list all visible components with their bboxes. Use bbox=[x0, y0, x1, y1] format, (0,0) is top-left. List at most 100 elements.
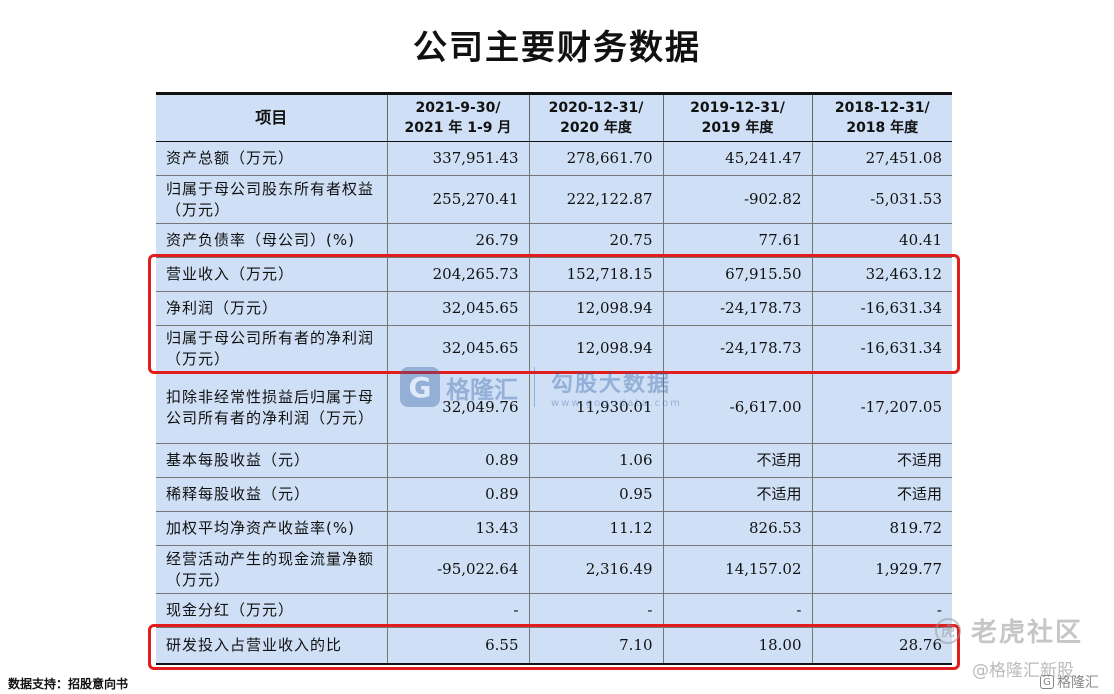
cell-value: 0.89 bbox=[386, 477, 529, 512]
page-title: 公司主要财务数据 bbox=[413, 28, 701, 68]
corner-logo-text: 格隆汇 bbox=[1057, 675, 1099, 691]
cell-value: - bbox=[386, 593, 529, 628]
cell-value: 不适用 bbox=[662, 477, 812, 512]
cell-value: -17,207.05 bbox=[811, 371, 952, 444]
cell-value: 不适用 bbox=[662, 443, 812, 478]
cell-value: 14,157.02 bbox=[662, 545, 812, 594]
cell-value: 0.95 bbox=[528, 477, 663, 512]
cell-value: -24,178.73 bbox=[662, 325, 812, 372]
cell-value: 32,049.76 bbox=[386, 371, 529, 444]
cell-value: 204,265.73 bbox=[386, 257, 529, 292]
cell-value: 28.76 bbox=[811, 627, 952, 665]
cell-value: 0.89 bbox=[386, 443, 529, 478]
cell-value: 11,930.01 bbox=[528, 371, 663, 444]
table-row: 研发投入占营业收入的比 6.55 7.10 18.00 28.76 bbox=[156, 627, 952, 665]
row-label: 资产负债率（母公司）(%) bbox=[156, 223, 387, 258]
watermark-brand: 格隆汇 bbox=[446, 375, 518, 404]
cell-value: 1,929.77 bbox=[811, 545, 952, 594]
cell-value: 40.41 bbox=[811, 223, 952, 258]
table-row: 净利润（万元） 32,045.65 12,098.94 -24,178.73 -… bbox=[156, 291, 952, 326]
header-item: 项目 bbox=[156, 92, 387, 142]
table-row: 稀释每股收益（元） 0.89 0.95 不适用 不适用 bbox=[156, 477, 952, 512]
cell-value: -16,631.34 bbox=[811, 291, 952, 326]
community-watermark: 虎 老虎社区 bbox=[935, 612, 1083, 649]
cell-value: -902.82 bbox=[662, 175, 812, 224]
author-handle: @格隆汇新股 bbox=[972, 661, 1074, 681]
cell-value: 7.10 bbox=[528, 627, 663, 665]
corner-logo-icon: G bbox=[1040, 675, 1054, 689]
row-label: 稀释每股收益（元） bbox=[156, 477, 387, 512]
table-header-row: 项目 2021-9-30/2021 年 1-9 月 2020-12-31/202… bbox=[156, 92, 952, 142]
corner-logo: G 格隆汇 bbox=[1040, 672, 1099, 692]
cell-value: 32,045.65 bbox=[386, 291, 529, 326]
cell-value: 819.72 bbox=[811, 511, 952, 546]
table-row: 加权平均净资产收益率(%) 13.43 11.12 826.53 819.72 bbox=[156, 511, 952, 546]
row-label: 经营活动产生的现金流量净额（万元） bbox=[156, 545, 387, 594]
financial-data-table: 项目 2021-9-30/2021 年 1-9 月 2020-12-31/202… bbox=[156, 92, 952, 665]
cell-value: 45,241.47 bbox=[662, 141, 812, 176]
row-label: 研发投入占营业收入的比 bbox=[156, 627, 387, 665]
cell-value: -24,178.73 bbox=[662, 291, 812, 326]
cell-value: 2,316.49 bbox=[528, 545, 663, 594]
cell-value: 11.12 bbox=[528, 511, 663, 546]
table-row: 资产总额（万元） 337,951.43 278,661.70 45,241.47… bbox=[156, 141, 952, 176]
header-2019: 2019-12-31/2019 年度 bbox=[662, 92, 812, 142]
watermark-slogan: 勾股大数据 bbox=[551, 371, 672, 397]
watermark-url: www.gogudata.com bbox=[551, 397, 683, 409]
cell-value: 255,270.41 bbox=[386, 175, 529, 224]
cell-value: 1.06 bbox=[528, 443, 663, 478]
financial-data-table-container: 项目 2021-9-30/2021 年 1-9 月 2020-12-31/202… bbox=[156, 92, 952, 665]
header-2021-q3: 2021-9-30/2021 年 1-9 月 bbox=[386, 92, 529, 142]
cell-value: - bbox=[662, 593, 812, 628]
watermark-logo-icon: G bbox=[400, 367, 440, 407]
cell-value: 152,718.15 bbox=[528, 257, 663, 292]
cell-value: 67,915.50 bbox=[662, 257, 812, 292]
cell-value: 12,098.94 bbox=[528, 291, 663, 326]
row-label: 净利润（万元） bbox=[156, 291, 387, 326]
header-2020: 2020-12-31/2020 年度 bbox=[528, 92, 663, 142]
watermark-divider bbox=[534, 367, 535, 407]
cell-value: 26.79 bbox=[386, 223, 529, 258]
cell-value: 278,661.70 bbox=[528, 141, 663, 176]
cell-value: 826.53 bbox=[662, 511, 812, 546]
watermark: G 格隆汇 勾股大数据 www.gogudata.com bbox=[400, 362, 682, 412]
row-label: 归属于母公司所有者的净利润（万元） bbox=[156, 325, 387, 372]
cell-value: -5,031.53 bbox=[811, 175, 952, 224]
community-name: 老虎社区 bbox=[971, 618, 1084, 648]
cell-value: 222,122.87 bbox=[528, 175, 663, 224]
row-label: 现金分红（万元） bbox=[156, 593, 387, 628]
cell-value: 337,951.43 bbox=[386, 141, 529, 176]
table-row: 经营活动产生的现金流量净额（万元） -95,022.64 2,316.49 14… bbox=[156, 545, 952, 594]
cell-value: - bbox=[528, 593, 663, 628]
cell-value: 20.75 bbox=[528, 223, 663, 258]
row-label: 扣除非经常性损益后归属于母公司所有者的净利润（万元） bbox=[156, 371, 387, 444]
cell-value: - bbox=[811, 593, 952, 628]
table-row: 扣除非经常性损益后归属于母公司所有者的净利润（万元） 32,049.76 11,… bbox=[156, 371, 952, 444]
table-row: 资产负债率（母公司）(%) 26.79 20.75 77.61 40.41 bbox=[156, 223, 952, 258]
row-label: 资产总额（万元） bbox=[156, 141, 387, 176]
cell-value: 不适用 bbox=[811, 443, 952, 478]
table-row: 归属于母公司所有者的净利润（万元） 32,045.65 12,098.94 -2… bbox=[156, 325, 952, 372]
table-row: 归属于母公司股东所有者权益（万元） 255,270.41 222,122.87 … bbox=[156, 175, 952, 224]
cell-value: 27,451.08 bbox=[811, 141, 952, 176]
source-note: 数据支持：招股意向书 bbox=[8, 677, 129, 691]
cell-value: 32,045.65 bbox=[386, 325, 529, 372]
cell-value: 不适用 bbox=[811, 477, 952, 512]
table-row: 现金分红（万元） - - - - bbox=[156, 593, 952, 628]
table-row: 基本每股收益（元） 0.89 1.06 不适用 不适用 bbox=[156, 443, 952, 478]
cell-value: 12,098.94 bbox=[528, 325, 663, 372]
header-2018: 2018-12-31/2018 年度 bbox=[811, 92, 952, 142]
cell-value: 77.61 bbox=[662, 223, 812, 258]
row-label: 归属于母公司股东所有者权益（万元） bbox=[156, 175, 387, 224]
row-label: 营业收入（万元） bbox=[156, 257, 387, 292]
table-row: 营业收入（万元） 204,265.73 152,718.15 67,915.50… bbox=[156, 257, 952, 292]
cell-value: 32,463.12 bbox=[811, 257, 952, 292]
row-label: 基本每股收益（元） bbox=[156, 443, 387, 478]
tiger-icon: 虎 bbox=[935, 617, 961, 644]
cell-value: -95,022.64 bbox=[386, 545, 529, 594]
cell-value: -16,631.34 bbox=[811, 325, 952, 372]
cell-value: 6.55 bbox=[386, 627, 529, 665]
cell-value: -6,617.00 bbox=[662, 371, 812, 444]
row-label: 加权平均净资产收益率(%) bbox=[156, 511, 387, 546]
cell-value: 18.00 bbox=[662, 627, 812, 665]
